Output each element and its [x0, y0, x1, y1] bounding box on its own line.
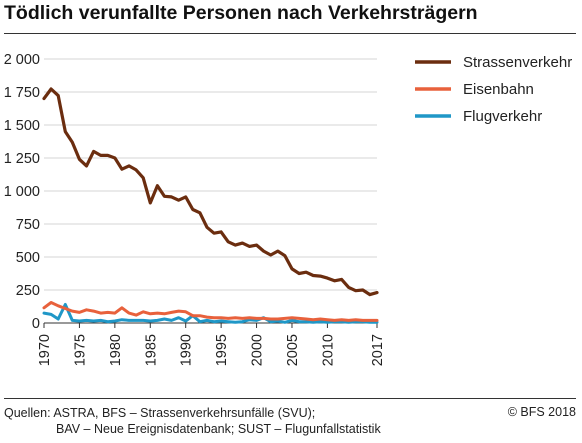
source-note: Quellen: ASTRA, BFS – Strassenverkehrsun… — [4, 405, 381, 437]
series-line-flugverkehr — [42, 303, 379, 324]
y-tick-label: 1 750 — [4, 85, 40, 101]
copyright: © BFS 2018 — [507, 405, 576, 419]
x-tick-label: 1985 — [143, 334, 159, 366]
legend-label: Flugverkehr — [463, 108, 542, 125]
x-tick-label: 2010 — [320, 334, 336, 366]
chart: 0 250 500 750 1 000 1 250 1 500 1 750 2 000 1970… — [4, 52, 573, 366]
title-rule — [4, 33, 576, 34]
legend-label: Eisenbahn — [463, 81, 534, 98]
x-tick-label: 1970 — [37, 334, 53, 366]
legend: Strassenverkehr Eisenbahn Flugverkehr — [415, 54, 572, 125]
grid — [44, 58, 377, 324]
y-tick-label: 2 000 — [4, 52, 40, 68]
y-tick-label: 250 — [16, 283, 40, 299]
footer-rule — [4, 398, 576, 399]
y-tick-label: 750 — [16, 217, 40, 233]
series-line-eisenbahn — [42, 301, 379, 322]
x-tick-label: 2000 — [250, 334, 266, 366]
y-tick-label: 1 500 — [4, 118, 40, 134]
series-lines — [42, 87, 379, 324]
chart-title: Tödlich verunfallte Personen nach Verkeh… — [4, 2, 478, 24]
legend-label: Strassenverkehr — [463, 54, 572, 71]
x-tick-label: 2017 — [370, 334, 386, 366]
x-tick-label: 1990 — [179, 334, 195, 366]
series-line-strassenverkehr — [42, 87, 379, 297]
x-tick-label: 2005 — [285, 334, 301, 366]
x-tick-label: 1995 — [214, 334, 230, 366]
y-tick-label: 500 — [16, 250, 40, 266]
y-tick-label: 1 250 — [4, 151, 40, 167]
source-line-2: BAV – Neue Ereignisdatenbank; SUST – Flu… — [56, 422, 381, 436]
y-tick-label: 1 000 — [4, 184, 40, 200]
source-line-1: Quellen: ASTRA, BFS – Strassenverkehrsun… — [4, 406, 316, 420]
y-axis: 0 250 500 750 1 000 1 250 1 500 1 750 2 000 — [4, 52, 40, 332]
x-tick-label: 1980 — [108, 334, 124, 366]
x-tick-label: 1975 — [72, 334, 88, 366]
y-tick-label: 0 — [32, 316, 40, 332]
x-axis: 1970 1975 1980 1985 1990 1995 2000 2005 2010 2017 — [37, 323, 386, 366]
